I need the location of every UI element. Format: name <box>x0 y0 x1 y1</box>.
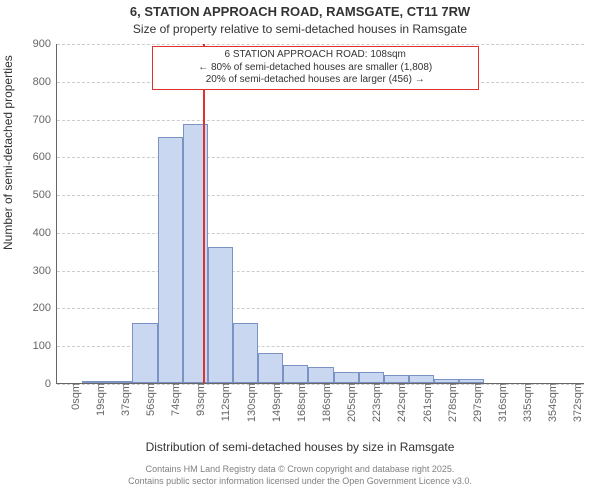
gridline <box>57 120 584 121</box>
gridline <box>57 308 584 309</box>
chart-title: 6, STATION APPROACH ROAD, RAMSGATE, CT11… <box>0 4 600 19</box>
x-tick-label: 261sqm <box>418 383 434 422</box>
x-tick-label: 112sqm <box>216 383 232 421</box>
histogram-bar <box>384 375 409 383</box>
x-tick-label: 372sqm <box>568 383 584 422</box>
x-tick-label: 149sqm <box>267 383 283 422</box>
y-tick-label: 700 <box>33 114 57 126</box>
x-tick-label: 278sqm <box>443 383 459 422</box>
y-tick-label: 900 <box>33 38 57 50</box>
histogram-bar <box>334 372 359 383</box>
x-tick-label: 297sqm <box>468 383 484 422</box>
histogram-bar <box>258 353 283 383</box>
reference-line <box>203 44 205 383</box>
y-axis-label: Number of semi-detached properties <box>1 55 15 250</box>
annotation-line: 20% of semi-detached houses are larger (… <box>157 74 474 87</box>
histogram-bar <box>158 137 183 383</box>
annotation-line: 6 STATION APPROACH ROAD: 108sqm <box>157 49 474 62</box>
histogram-bar <box>308 367 333 383</box>
x-tick-label: 74sqm <box>166 383 182 416</box>
y-tick-label: 0 <box>45 378 57 390</box>
chart-container: 6, STATION APPROACH ROAD, RAMSGATE, CT11… <box>0 0 600 500</box>
x-tick-label: 223sqm <box>367 383 383 422</box>
x-tick-label: 316sqm <box>493 383 509 422</box>
gridline <box>57 44 584 45</box>
x-tick-label: 168sqm <box>292 383 308 422</box>
y-tick-label: 500 <box>33 189 57 201</box>
x-tick-label: 242sqm <box>392 383 408 422</box>
annotation-box: 6 STATION APPROACH ROAD: 108sqm← 80% of … <box>152 46 479 90</box>
gridline <box>57 157 584 158</box>
gridline <box>57 195 584 196</box>
x-tick-label: 93sqm <box>191 383 207 416</box>
histogram-bar <box>409 375 434 383</box>
x-tick-label: 205sqm <box>342 383 358 422</box>
x-tick-label: 56sqm <box>141 383 157 416</box>
histogram-bar <box>359 372 384 383</box>
x-tick-label: 354sqm <box>543 383 559 422</box>
x-tick-label: 37sqm <box>116 383 132 416</box>
x-tick-label: 186sqm <box>317 383 333 422</box>
y-tick-label: 800 <box>33 76 57 88</box>
y-tick-label: 600 <box>33 151 57 163</box>
attribution-line-2: Contains public sector information licen… <box>0 476 600 486</box>
x-tick-label: 335sqm <box>518 383 534 422</box>
histogram-bar <box>283 365 308 383</box>
gridline <box>57 271 584 272</box>
gridline <box>57 233 584 234</box>
y-tick-label: 200 <box>33 302 57 314</box>
y-tick-label: 300 <box>33 265 57 277</box>
chart-subtitle: Size of property relative to semi-detach… <box>0 22 600 36</box>
histogram-bar <box>233 323 258 383</box>
attribution-line-1: Contains HM Land Registry data © Crown c… <box>0 464 600 474</box>
plot-area: 01002003004005006007008009000sqm19sqm37s… <box>56 44 584 384</box>
x-tick-label: 130sqm <box>242 383 258 422</box>
annotation-line: ← 80% of semi-detached houses are smalle… <box>157 62 474 75</box>
y-tick-label: 400 <box>33 227 57 239</box>
x-axis-label: Distribution of semi-detached houses by … <box>0 440 600 454</box>
histogram-bar <box>132 323 157 383</box>
x-tick-label: 0sqm <box>66 383 82 410</box>
y-tick-label: 100 <box>33 340 57 352</box>
histogram-bar <box>208 247 233 383</box>
x-tick-label: 19sqm <box>91 383 107 416</box>
